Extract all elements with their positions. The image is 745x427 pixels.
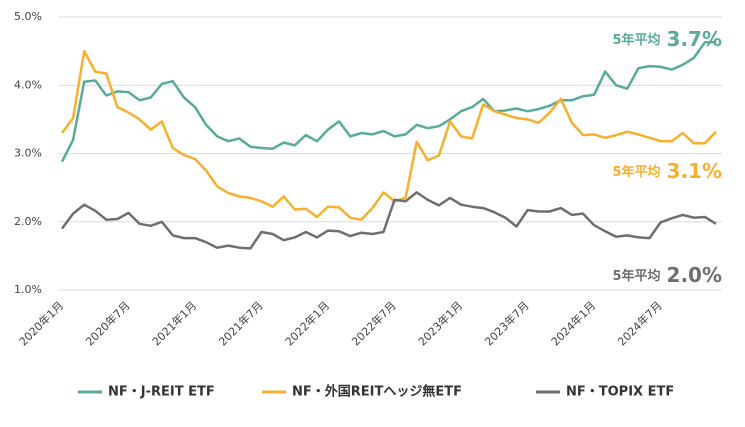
- y-tick-label: 5.0%: [14, 10, 42, 23]
- annotation-value: 3.7%: [667, 27, 722, 51]
- x-tick-label: 2022年1月: [282, 298, 332, 348]
- annotation-value: 3.1%: [667, 159, 722, 183]
- x-tick-label: 2020年1月: [16, 298, 66, 348]
- x-tick-label: 2023年1月: [415, 298, 465, 348]
- x-tick-label: 2021年1月: [149, 298, 199, 348]
- y-tick-label: 3.0%: [14, 147, 42, 160]
- legend-label: NF・J-REIT ETF: [108, 385, 215, 400]
- x-tick-label: 2024年1月: [548, 298, 598, 348]
- annotation: 5年平均 3.7%: [612, 27, 722, 51]
- series-line: [60, 41, 716, 163]
- legend-label: NF・TOPIX ETF: [566, 385, 674, 400]
- x-tick-label: 2024年7月: [615, 298, 665, 348]
- legend-label: NF・外国REITヘッジ無ETF: [292, 384, 462, 400]
- annotation-value: 2.0%: [667, 263, 722, 287]
- y-tick-label: 1.0%: [14, 283, 42, 296]
- series-line: [60, 191, 717, 250]
- annotation: 5年平均 2.0%: [612, 263, 722, 287]
- x-tick-label: 2021年7月: [216, 298, 266, 348]
- y-tick-label: 4.0%: [14, 78, 42, 91]
- annotation-label: 5年平均: [612, 164, 660, 180]
- x-tick-label: 2022年7月: [349, 298, 399, 348]
- annotation-label: 5年平均: [612, 32, 660, 48]
- series-line: [60, 49, 717, 221]
- annotation: 5年平均 3.1%: [612, 159, 722, 183]
- annotation-label: 5年平均: [612, 268, 660, 284]
- x-tick-label: 2023年7月: [482, 298, 532, 348]
- x-tick-label: 2020年7月: [83, 298, 133, 348]
- y-tick-label: 2.0%: [14, 215, 42, 228]
